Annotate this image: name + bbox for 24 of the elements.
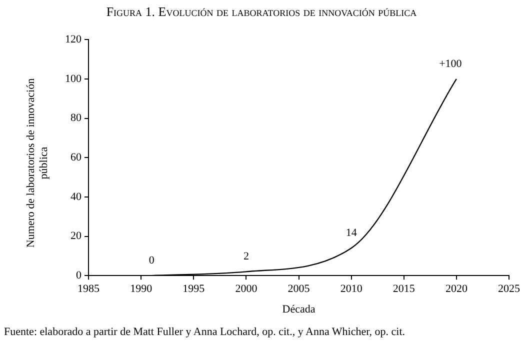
data-label: 2	[243, 250, 249, 263]
data-label: +100	[439, 58, 462, 70]
y-tick-label: 20	[70, 230, 82, 242]
y-tick-label: 120	[65, 33, 82, 46]
x-tick-label: 2005	[288, 283, 310, 296]
y-tick-label: 40	[70, 190, 82, 203]
x-tick-label: 2000	[235, 283, 258, 296]
x-tick-label: 2015	[392, 283, 416, 296]
y-tick-label: 0	[76, 269, 82, 282]
y-tick-label: 100	[65, 72, 82, 85]
x-axis-title: Década	[282, 303, 316, 316]
source-note: Fuente: elaborado a partir de Matt Fuller y Anna Lochard, op. cit., y Anna Whicher, op. cit.	[4, 326, 406, 338]
x-tick-label: 1990	[130, 283, 153, 296]
y-tick-label: 80	[70, 112, 82, 124]
x-tick-label: 2010	[340, 283, 363, 296]
data-label: 0	[148, 254, 155, 267]
data-label: 14	[346, 227, 358, 240]
x-tick-label: 2020	[445, 283, 468, 296]
x-tick-label: 1985	[78, 283, 100, 296]
x-tick-label: 2025	[498, 283, 520, 296]
chart-title: Figura 1. Evolución de laboratorios de innovación pública	[105, 4, 418, 20]
x-tick-label: 1995	[182, 283, 206, 296]
y-tick-label: 60	[70, 151, 82, 164]
y-axis-title: Numero de laboratorios de innovación pública	[25, 77, 51, 250]
